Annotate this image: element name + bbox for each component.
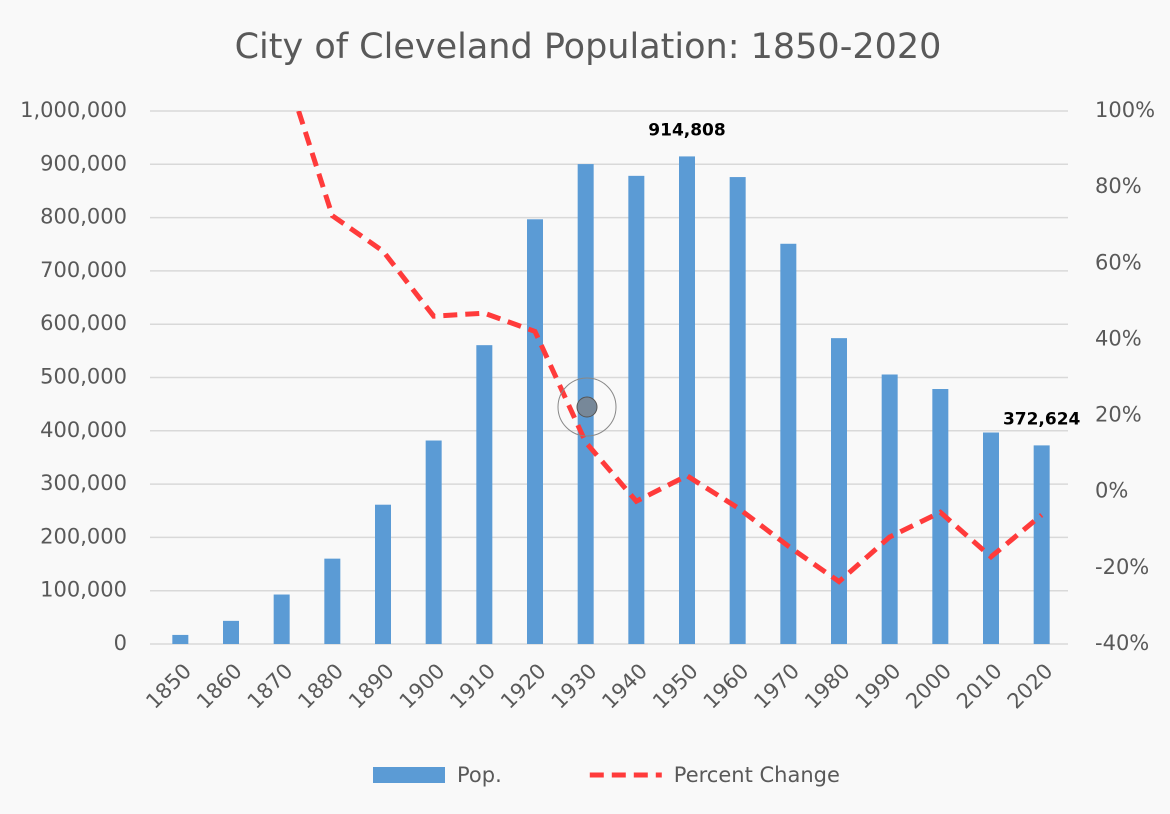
bar: [983, 432, 999, 644]
x-tick-label: 1930: [547, 659, 602, 714]
x-tick-label: 1970: [749, 659, 804, 714]
bar: [729, 177, 746, 644]
bar: [881, 374, 898, 644]
x-tick-label: 1960: [699, 659, 754, 714]
data-label: 914,808: [648, 120, 725, 140]
bar: [425, 440, 442, 644]
bar: [679, 156, 695, 644]
y-tick-label: 600,000: [40, 311, 127, 335]
chart-title: City of Cleveland Population: 1850-2020: [235, 27, 942, 67]
y2-tick-label: 0%: [1095, 479, 1128, 503]
y2-tick-label: 40%: [1095, 326, 1142, 350]
bar: [780, 243, 797, 644]
x-tick-label: 1870: [243, 659, 298, 714]
x-tick-label: 2000: [901, 659, 956, 714]
bar: [628, 175, 645, 644]
y-tick-label: 200,000: [40, 524, 127, 548]
y-tick-label: 800,000: [40, 205, 127, 229]
x-tick-label: 2010: [952, 659, 1007, 714]
bar: [223, 620, 239, 644]
y-tick-label: 400,000: [40, 418, 127, 442]
data-label: 372,624: [1003, 409, 1081, 429]
x-tick-label: 1990: [851, 659, 906, 714]
y-tick-label: 500,000: [40, 365, 127, 389]
legend-label: Percent Change: [674, 763, 840, 787]
x-tick-label: 1920: [496, 659, 551, 714]
y-tick-label: 900,000: [40, 151, 127, 175]
y2-tick-label: -20%: [1095, 555, 1149, 579]
y2-tick-label: 80%: [1095, 174, 1142, 198]
bar: [476, 345, 493, 644]
bar: [172, 634, 189, 644]
legend-swatch: [373, 767, 445, 783]
y2-tick-label: -40%: [1095, 631, 1149, 655]
y-tick-label: 1,000,000: [20, 98, 127, 122]
x-tick-label: 1950: [648, 659, 703, 714]
marks: [172, 111, 1050, 644]
line: [295, 111, 1044, 585]
x-tick-label: 1980: [800, 659, 855, 714]
bar: [831, 338, 847, 644]
bar: [273, 594, 290, 644]
y-tick-label: 100,000: [40, 578, 127, 602]
y-tick-label: 300,000: [40, 471, 127, 495]
x-tick-label: 1890: [344, 659, 399, 714]
bar: [527, 219, 543, 644]
bar: [375, 504, 391, 644]
x-tick-label: 1880: [293, 659, 348, 714]
x-tick-label: 2020: [1003, 659, 1058, 714]
y2-tick-label: 20%: [1095, 403, 1142, 427]
cursor: [557, 377, 617, 437]
bar: [324, 558, 341, 644]
x-tick-label: 1860: [192, 659, 247, 714]
bar: [1033, 445, 1050, 644]
y2-tick-label: 100%: [1095, 98, 1155, 122]
y-tick-label: 0: [114, 631, 127, 655]
x-tick-label: 1940: [597, 659, 652, 714]
x-tick-label: 1910: [445, 659, 500, 714]
y2-tick-label: 60%: [1095, 250, 1142, 274]
y-tick-label: 700,000: [40, 258, 127, 282]
x-tick-label: 1850: [141, 659, 196, 714]
legend-label: Pop.: [457, 763, 502, 787]
bar: [932, 389, 949, 644]
grid: [150, 110, 1068, 645]
x-tick-label: 1900: [395, 659, 450, 714]
